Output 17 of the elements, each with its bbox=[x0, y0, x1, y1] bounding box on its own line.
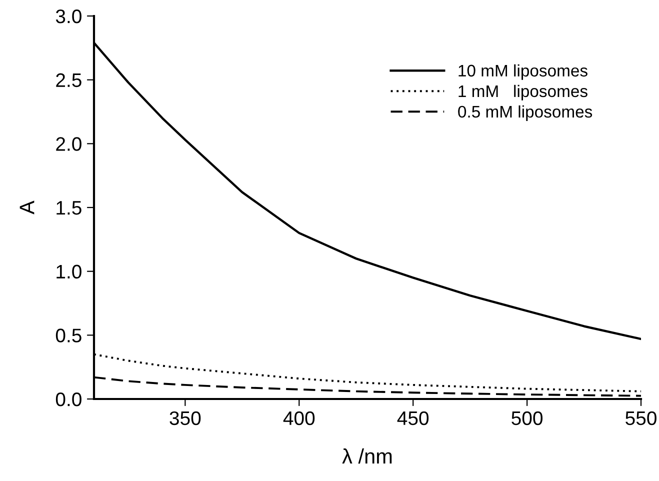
y-axis-title: A bbox=[20, 200, 34, 214]
x-tick-label: 550 bbox=[626, 411, 656, 426]
x-axis-title: λ /nm bbox=[342, 448, 392, 464]
x-tick-label: 500 bbox=[512, 411, 543, 426]
x-tick-label: 400 bbox=[283, 411, 315, 426]
y-tick-label: 2.0 bbox=[56, 137, 82, 151]
y-tick-label: 1.5 bbox=[56, 201, 82, 215]
legend-label: 10 mM liposomes bbox=[458, 64, 588, 80]
legend-label: 1 mM liposomes bbox=[458, 84, 588, 100]
y-tick-label: 1.0 bbox=[56, 264, 82, 279]
legend-label: 0.5 mM liposomes bbox=[458, 105, 592, 121]
y-tick-label: 3.0 bbox=[56, 9, 82, 24]
x-tick-label: 450 bbox=[397, 411, 429, 426]
y-tick-label: 0.0 bbox=[56, 392, 82, 406]
y-tick-label: 2.5 bbox=[56, 73, 82, 88]
y-tick-label: 0.5 bbox=[56, 328, 82, 342]
x-tick-label: 350 bbox=[170, 411, 201, 426]
